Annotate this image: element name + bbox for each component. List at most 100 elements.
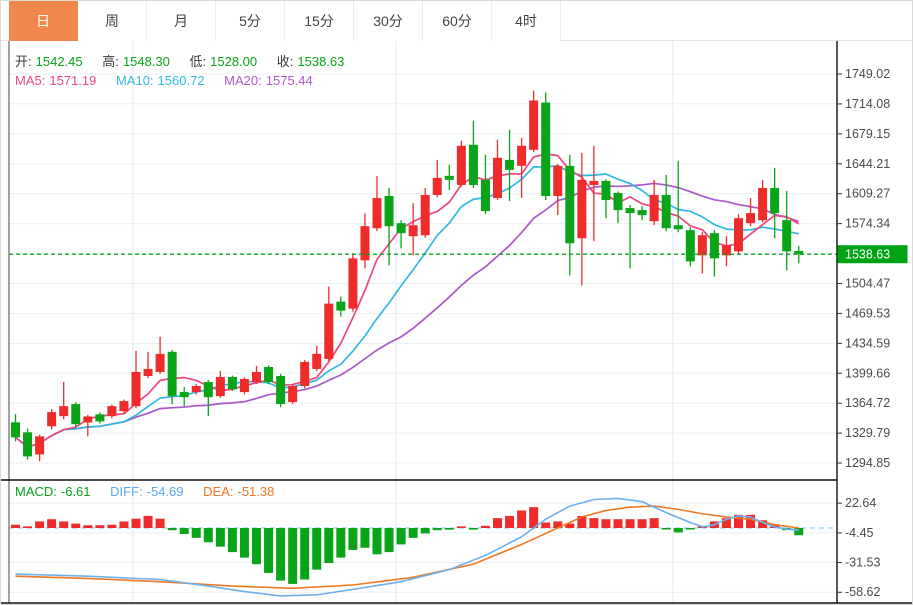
macd-bar[interactable] (215, 528, 225, 547)
macd-bar[interactable] (203, 528, 213, 543)
candle[interactable] (697, 232, 707, 274)
candle[interactable] (794, 245, 804, 264)
tab-4hour[interactable]: 4时 (492, 1, 561, 41)
macd-bar[interactable] (119, 521, 129, 528)
candle[interactable] (360, 213, 370, 269)
macd-bar[interactable] (637, 519, 647, 528)
candle[interactable] (215, 370, 225, 398)
candle[interactable] (734, 214, 743, 255)
candle[interactable] (312, 345, 322, 372)
candle[interactable] (227, 375, 237, 391)
macd-bar[interactable] (239, 528, 249, 558)
candle[interactable] (179, 387, 189, 407)
candle[interactable] (348, 253, 358, 312)
macd-bar[interactable] (480, 525, 490, 528)
candle[interactable] (396, 220, 406, 249)
macd-bar[interactable] (47, 519, 57, 528)
candle[interactable] (456, 140, 466, 188)
candle[interactable] (119, 399, 129, 414)
macd-bar[interactable] (11, 524, 20, 528)
candle[interactable] (758, 179, 768, 223)
macd-bar[interactable] (468, 528, 478, 530)
candle[interactable] (673, 160, 683, 233)
candle[interactable] (131, 350, 141, 409)
candle[interactable] (95, 412, 105, 424)
macd-bar[interactable] (300, 528, 310, 580)
candle[interactable] (288, 384, 298, 404)
macd-bar[interactable] (288, 528, 298, 584)
candle[interactable] (601, 179, 611, 219)
macd-bar[interactable] (746, 514, 756, 528)
candle[interactable] (493, 139, 502, 200)
candle[interactable] (577, 152, 587, 286)
candle[interactable] (661, 174, 671, 232)
macd-bar[interactable] (565, 523, 575, 528)
candle[interactable] (23, 428, 33, 460)
candles-layer[interactable] (11, 90, 804, 462)
macd-bar[interactable] (577, 515, 587, 528)
macd-bar[interactable] (348, 528, 358, 550)
candle[interactable] (625, 205, 635, 269)
macd-bar[interactable] (721, 518, 731, 528)
candle[interactable] (324, 286, 334, 361)
macd-bar[interactable] (601, 519, 611, 528)
candle[interactable] (300, 360, 310, 389)
candle[interactable] (505, 129, 515, 202)
macd-bar[interactable] (517, 510, 527, 528)
candle[interactable] (420, 187, 430, 238)
candle[interactable] (264, 365, 274, 385)
macd-bar[interactable] (191, 528, 201, 538)
macd-bar[interactable] (505, 515, 515, 528)
macd-bar[interactable] (625, 519, 635, 528)
candle[interactable] (83, 414, 93, 437)
macd-bar[interactable] (143, 515, 153, 528)
macd-bar[interactable] (312, 528, 322, 570)
macd-bar[interactable] (758, 520, 768, 528)
macd-bar[interactable] (95, 525, 105, 528)
macd-bar[interactable] (420, 528, 430, 534)
tab-month[interactable]: 月 (147, 1, 216, 41)
candle[interactable] (71, 402, 81, 428)
candle[interactable] (529, 90, 539, 152)
candle[interactable] (649, 179, 659, 226)
candle[interactable] (47, 409, 57, 430)
macd-bar[interactable] (336, 528, 346, 558)
candle[interactable] (59, 381, 69, 420)
candle[interactable] (746, 198, 756, 227)
macd-bar[interactable] (83, 525, 93, 528)
macd-bar[interactable] (179, 528, 189, 535)
macd-bar[interactable] (71, 523, 81, 528)
macd-bar[interactable] (673, 528, 683, 533)
tab-5min[interactable]: 5分 (216, 1, 285, 41)
candle[interactable] (408, 203, 418, 256)
candle[interactable] (155, 336, 165, 375)
macd-bar[interactable] (493, 518, 502, 528)
tab-day[interactable]: 日 (9, 1, 78, 41)
macd-bar[interactable] (167, 528, 177, 531)
macd-bar[interactable] (613, 519, 623, 528)
candle[interactable] (107, 404, 117, 419)
candle[interactable] (191, 384, 201, 395)
candle[interactable] (685, 227, 695, 267)
candle[interactable] (203, 379, 213, 417)
macd-bar[interactable] (553, 521, 563, 528)
macd-bar[interactable] (372, 528, 382, 555)
macd-bar[interactable] (649, 518, 659, 528)
candle[interactable] (444, 164, 454, 191)
macd-bar[interactable] (360, 528, 370, 548)
macd-bar[interactable] (541, 522, 551, 528)
macd-bar[interactable] (734, 514, 743, 528)
tab-15min[interactable]: 15分 (285, 1, 354, 41)
candle[interactable] (613, 191, 623, 224)
candle[interactable] (721, 236, 731, 267)
macd-bar[interactable] (685, 528, 695, 530)
candle[interactable] (167, 349, 177, 405)
candle[interactable] (553, 163, 563, 216)
macd-bar[interactable] (384, 528, 394, 553)
candle[interactable] (565, 154, 575, 276)
macd-bar[interactable] (276, 528, 286, 581)
macd-bar[interactable] (131, 518, 141, 528)
macd-bar[interactable] (444, 528, 454, 530)
candle[interactable] (432, 159, 442, 198)
